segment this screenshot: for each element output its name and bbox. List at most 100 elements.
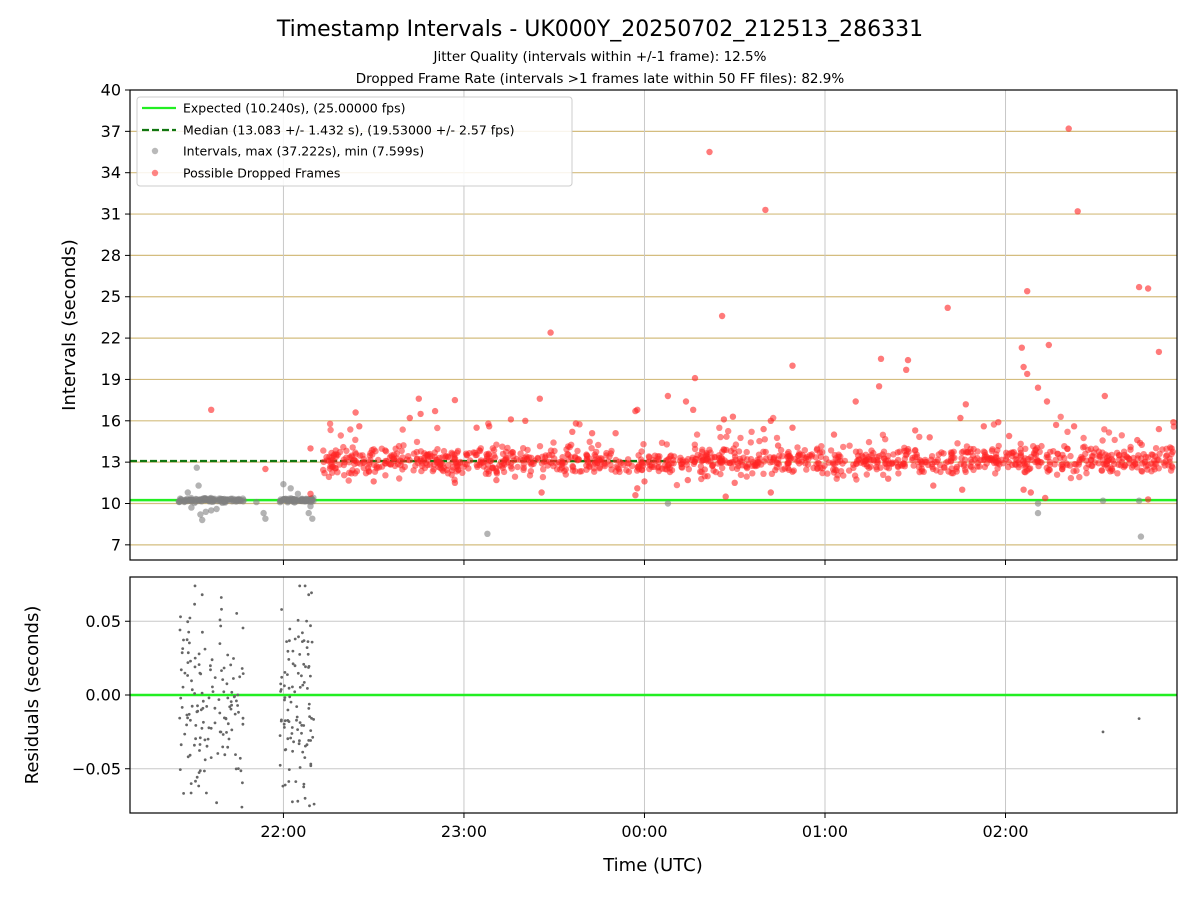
dropped-frame-point [634, 406, 641, 413]
residual-point [312, 718, 315, 721]
dropped-frame-point [862, 451, 869, 458]
residual-point [198, 749, 201, 752]
residual-point [179, 668, 183, 672]
dropped-frame-point [808, 453, 815, 460]
dropped-frame-point [490, 447, 498, 454]
dropped-frame-point [547, 329, 554, 336]
residual-point [236, 704, 240, 707]
dropped-frame-point [538, 489, 545, 496]
dropped-frame-point [912, 427, 919, 434]
residual-point [222, 690, 226, 694]
residual-point [283, 719, 287, 723]
residual-point [196, 709, 200, 713]
residual-point [278, 763, 282, 767]
residual-point [286, 708, 290, 712]
residual-point [211, 685, 214, 689]
dropped-frame-point [868, 447, 875, 454]
dropped-frame-point [814, 445, 821, 452]
residual-point [302, 785, 306, 789]
dropped-frame-point [1017, 451, 1025, 459]
dropped-frame-point [755, 459, 762, 466]
interval-point [291, 496, 298, 503]
residual-point [186, 661, 190, 664]
dropped-frame-point [542, 452, 549, 459]
residual-point [298, 584, 302, 588]
dropped-frame-point [1045, 341, 1053, 349]
residual-point [302, 782, 306, 786]
residual-point [283, 671, 287, 674]
dropped-frame-point [840, 443, 847, 451]
dropped-frame-point [1021, 468, 1028, 476]
dropped-frame-point [784, 460, 792, 468]
chart-subtitle-jitter: Jitter Quality (intervals within +/-1 fr… [433, 49, 767, 65]
interval-point [196, 496, 203, 503]
dropped-frame-point [935, 451, 942, 458]
residual-point [230, 728, 234, 732]
residual-point [187, 712, 191, 716]
residual-point [306, 652, 310, 656]
residual-point [296, 618, 300, 622]
dropped-frame-point [528, 454, 535, 461]
dropped-frame-point [470, 449, 477, 456]
residual-point [305, 743, 309, 747]
residual-point [230, 690, 234, 694]
dropped-frame-point [640, 441, 647, 448]
dropped-frame-point [1127, 443, 1134, 451]
residual-point [280, 608, 283, 611]
residual-point [209, 726, 213, 730]
dropped-frame-point [693, 431, 701, 438]
dropped-frame-point [815, 460, 822, 467]
dropped-frame-point [737, 471, 745, 479]
dropped-frame-point [331, 458, 338, 465]
dropped-frame-point [918, 461, 926, 468]
dropped-frame-point [701, 473, 708, 480]
dropped-frame-point [970, 466, 977, 474]
residuals-y-tick-label: −0.05 [72, 759, 121, 778]
dropped-frame-point [1134, 464, 1141, 471]
residual-point [178, 716, 182, 720]
intervals-y-tick-label: 19 [101, 370, 121, 389]
dropped-frame-point [536, 395, 543, 402]
dropped-frame-point [722, 493, 729, 500]
interval-point [208, 495, 215, 503]
dropped-frame-point [439, 466, 446, 473]
residual-point [213, 721, 217, 725]
dropped-frame-point [749, 470, 756, 477]
dropped-frame-point [716, 424, 723, 431]
dropped-frame-point [352, 436, 359, 443]
residual-point [234, 753, 237, 756]
dropped-frame-point [717, 454, 725, 461]
dropped-frame-point [885, 465, 893, 472]
residual-point [213, 676, 217, 679]
dropped-frame-point [880, 471, 887, 478]
dropped-frame-point [1089, 462, 1096, 470]
residual-point [310, 716, 313, 720]
dropped-frame-point [944, 304, 951, 311]
dropped-frame-point [387, 461, 394, 468]
dropped-frame-point [667, 452, 675, 459]
dropped-frame-point [994, 447, 1001, 454]
dropped-frame-point [498, 458, 505, 465]
residual-point [297, 635, 300, 639]
dropped-frame-point [822, 455, 830, 462]
dropped-frame-point [967, 448, 974, 456]
dropped-frame-point [595, 455, 602, 462]
residual-point [188, 753, 192, 757]
residual-point [222, 666, 226, 670]
dropped-frame-point [349, 444, 356, 451]
residual-point [296, 799, 300, 803]
residual-point [289, 700, 293, 704]
residual-point [309, 764, 313, 768]
dropped-frame-point [912, 446, 919, 454]
chart-subtitle-dropped: Dropped Frame Rate (intervals >1 frames … [356, 71, 845, 87]
dropped-frame-point [569, 428, 576, 435]
residual-point [218, 711, 222, 715]
dropped-frame-point [559, 454, 566, 461]
residual-point [301, 631, 304, 635]
dropped-frame-point [1017, 440, 1024, 447]
residuals-y-axis-label: Residuals (seconds) [22, 606, 43, 785]
dropped-frame-point [590, 465, 598, 472]
dropped-frame-point [382, 447, 389, 454]
dropped-frame-point [958, 455, 965, 462]
dropped-frame-point [370, 446, 377, 453]
